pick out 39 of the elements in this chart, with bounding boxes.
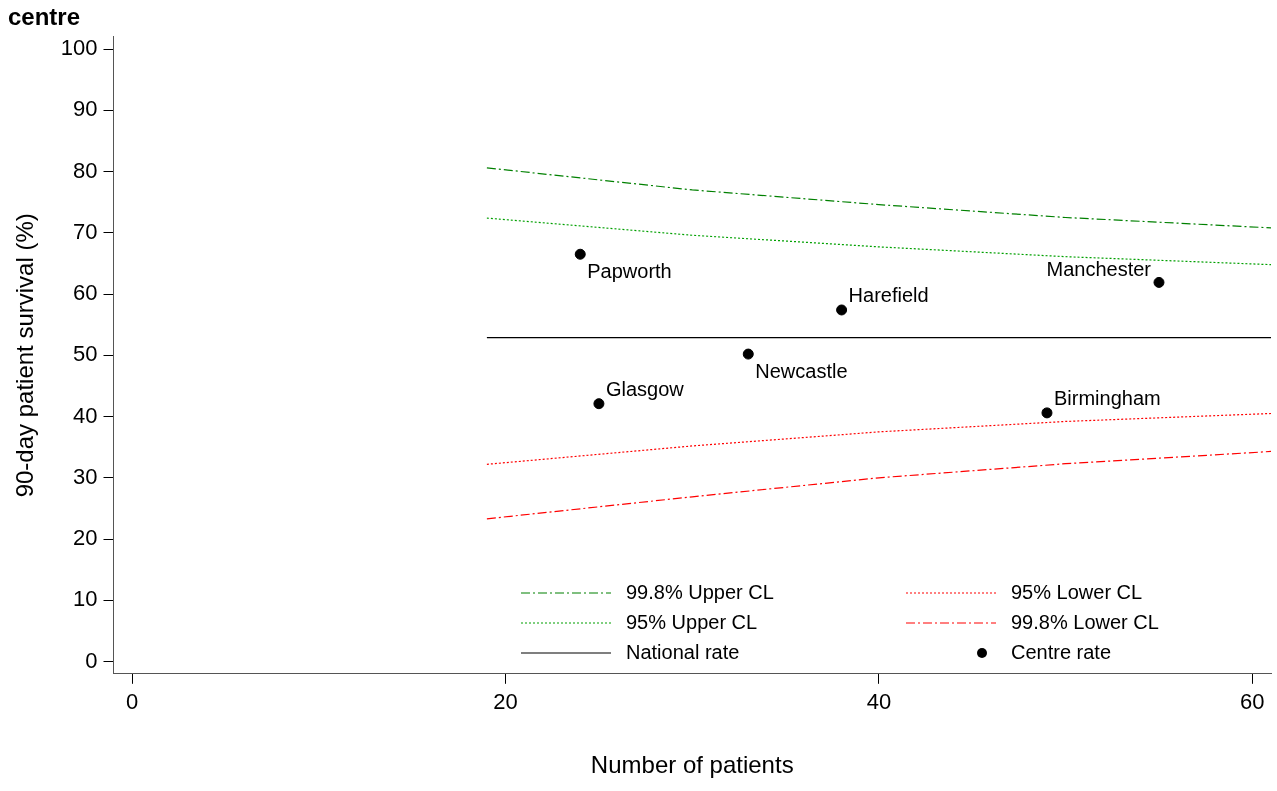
y-tick-label: 60 [73, 280, 98, 306]
y-axis-title: 90-day patient survival (%) [11, 213, 39, 498]
y-tick-label: 0 [85, 647, 98, 673]
point [574, 248, 586, 260]
y-tick-label: 50 [73, 341, 98, 367]
annotation: Papworth [587, 260, 672, 283]
y-tick-label: 30 [73, 463, 98, 489]
x-tick-label: 0 [126, 689, 139, 715]
x-axis-title: Number of patients [590, 751, 794, 779]
y-tick-label: 70 [73, 218, 98, 244]
annotation: Glasgow [605, 377, 685, 400]
legend-label: 95% Upper CL [626, 611, 758, 635]
chart-title: centre [8, 3, 81, 31]
annotation: Newcastle [755, 360, 848, 383]
y-tick-label: 10 [73, 586, 98, 612]
legend-label: National rate [626, 641, 740, 665]
x-tick-label: 40 [866, 689, 892, 715]
y-tick-label: 80 [73, 157, 98, 183]
y-tick-label: 90 [73, 96, 98, 122]
legend-label: 95% Lower CL [1011, 581, 1143, 605]
point [1041, 407, 1053, 419]
y-tick-label: 100 [60, 35, 98, 61]
annotation: Harefield [848, 283, 929, 306]
annotation: Birmingham [1053, 386, 1161, 409]
line-series [486, 412, 1271, 465]
line-series [486, 450, 1271, 520]
x-tick-label: 60 [1240, 689, 1265, 715]
legend-label: 99.8% Lower CL [1011, 611, 1159, 635]
point [742, 348, 754, 360]
y-tick-label: 40 [73, 402, 98, 428]
x-tick-label: 20 [493, 689, 518, 715]
point [593, 398, 605, 410]
legend-label: 99.8% Upper CL [626, 581, 774, 605]
line-series [486, 167, 1271, 229]
y-tick-label: 20 [73, 525, 98, 551]
legend-label: Centre rate [1011, 641, 1112, 665]
point [836, 304, 848, 316]
annotation: Manchester [1046, 258, 1152, 281]
point [1153, 276, 1165, 288]
